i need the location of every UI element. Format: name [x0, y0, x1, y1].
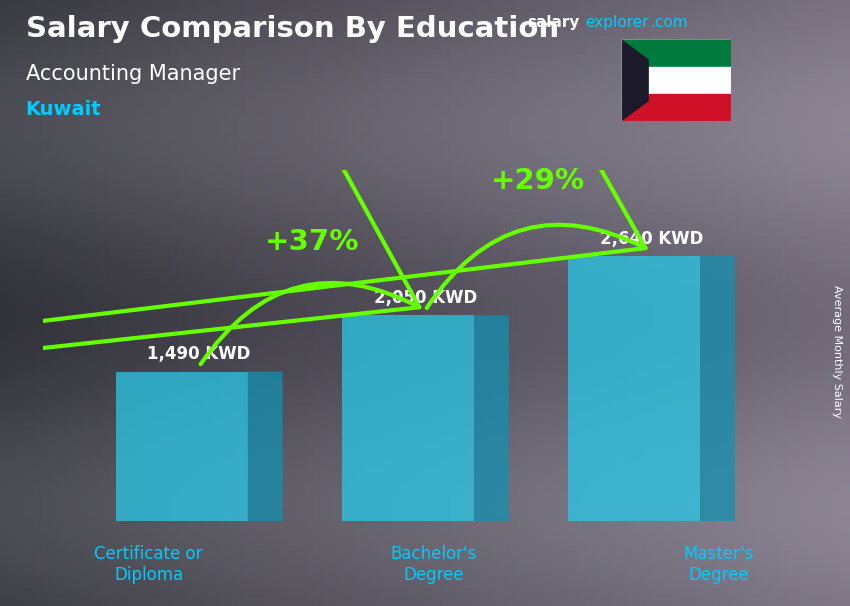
Text: +37%: +37% [265, 228, 360, 256]
Text: Kuwait: Kuwait [26, 100, 101, 119]
Bar [620, 67, 731, 94]
Text: Certificate or
Diploma: Certificate or Diploma [94, 545, 203, 584]
FancyArrowPatch shape [0, 0, 645, 327]
Polygon shape [568, 256, 700, 521]
Text: Average Monthly Salary: Average Monthly Salary [832, 285, 842, 418]
Text: Bachelor's
Degree: Bachelor's Degree [390, 545, 477, 584]
Polygon shape [116, 371, 247, 521]
Polygon shape [342, 315, 474, 521]
Polygon shape [620, 39, 648, 121]
Polygon shape [474, 315, 508, 521]
Text: Salary Comparison By Education: Salary Comparison By Education [26, 15, 558, 43]
Text: Accounting Manager: Accounting Manager [26, 64, 240, 84]
Text: 2,640 KWD: 2,640 KWD [599, 230, 703, 248]
Text: .com: .com [650, 15, 688, 30]
Text: Master's
Degree: Master's Degree [683, 545, 753, 584]
Text: explorer: explorer [585, 15, 649, 30]
Text: +29%: +29% [491, 167, 586, 195]
Polygon shape [247, 371, 282, 521]
Text: 1,490 KWD: 1,490 KWD [147, 345, 251, 364]
Bar [620, 94, 731, 121]
Polygon shape [700, 256, 735, 521]
Text: 2,050 KWD: 2,050 KWD [373, 289, 477, 307]
Bar [620, 39, 731, 67]
Text: salary: salary [527, 15, 580, 30]
FancyArrowPatch shape [0, 0, 419, 378]
